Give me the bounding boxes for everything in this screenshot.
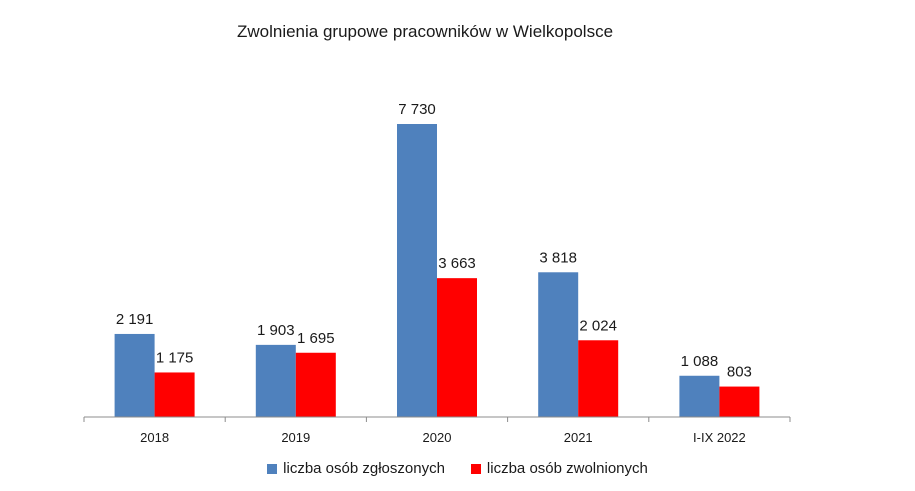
bar-submitted-1 bbox=[255, 344, 296, 417]
bar-dismissed-4 bbox=[719, 386, 760, 417]
legend-item-submitted: liczba osób zgłoszonych bbox=[267, 460, 445, 477]
bar-dismissed-3 bbox=[578, 340, 619, 417]
bar-submitted-3 bbox=[538, 272, 579, 417]
data-label-dismissed-0: 1 175 bbox=[156, 349, 194, 366]
bar-submitted-4 bbox=[679, 375, 720, 417]
legend-swatch-dismissed bbox=[470, 463, 481, 474]
data-label-submitted-4: 1 088 bbox=[681, 353, 719, 370]
data-label-dismissed-4: 803 bbox=[727, 364, 752, 381]
bar-dismissed-2 bbox=[437, 278, 477, 417]
bars-layer bbox=[114, 124, 760, 417]
x-tick-label-2: 2020 bbox=[423, 430, 452, 445]
bar-dismissed-1 bbox=[295, 352, 336, 417]
data-label-dismissed-1: 1 695 bbox=[297, 330, 335, 347]
legend-label-submitted: liczba osób zgłoszonych bbox=[283, 460, 445, 477]
bar-dismissed-0 bbox=[154, 372, 195, 417]
legend-label-dismissed: liczba osób zwolnionych bbox=[486, 460, 648, 477]
data-label-submitted-0: 2 191 bbox=[116, 311, 154, 328]
data-labels-layer: 2 191 1 175 1 903 1 695 7 730 3 663 3 818 2 024… bbox=[116, 101, 752, 381]
legend: liczba osób zgłoszonych liczba osób zwol… bbox=[0, 460, 915, 477]
legend-item-dismissed: liczba osób zwolnionych bbox=[470, 460, 648, 477]
data-label-submitted-1: 1 903 bbox=[257, 322, 295, 339]
legend-swatch-submitted bbox=[267, 463, 278, 474]
data-label-submitted-2: 7 730 bbox=[398, 101, 436, 118]
x-axis: 2018 2019 2020 2021 I-IX 2022 bbox=[83, 416, 791, 445]
chart-title: Zwolnienia grupowe pracowników w Wielkop… bbox=[236, 22, 614, 41]
data-label-submitted-3: 3 818 bbox=[539, 249, 577, 266]
x-tick-label-3: 2021 bbox=[564, 430, 593, 445]
x-tick-label-4: I-IX 2022 bbox=[693, 430, 746, 445]
data-label-dismissed-3: 2 024 bbox=[579, 317, 617, 334]
bar-submitted-2 bbox=[397, 124, 437, 417]
bar-submitted-0 bbox=[114, 333, 155, 417]
x-tick-label-1: 2019 bbox=[281, 430, 310, 445]
x-tick-label-0: 2018 bbox=[140, 430, 169, 445]
data-label-dismissed-2: 3 663 bbox=[438, 255, 476, 272]
